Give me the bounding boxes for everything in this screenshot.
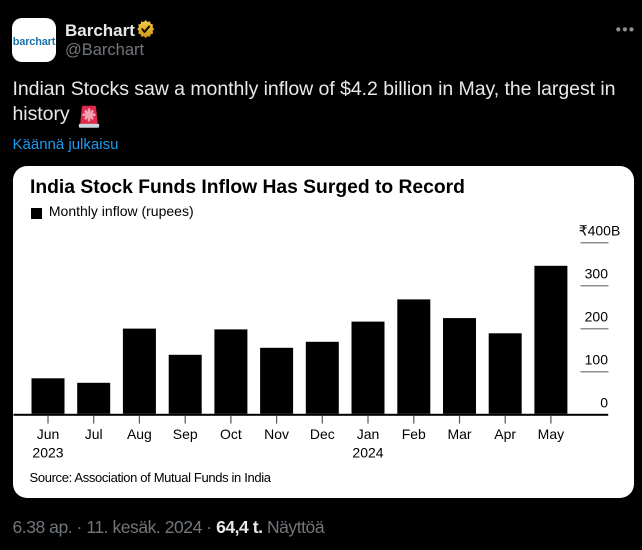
svg-text:Mar: Mar	[447, 426, 471, 442]
svg-text:₹400B: ₹400B	[578, 222, 620, 238]
svg-text:100: 100	[584, 351, 608, 367]
svg-text:0: 0	[600, 394, 608, 410]
svg-text:300: 300	[584, 265, 608, 281]
svg-text:Feb: Feb	[401, 426, 425, 442]
svg-text:200: 200	[584, 308, 608, 324]
svg-text:Nov: Nov	[264, 426, 289, 442]
svg-text:Jun: Jun	[36, 426, 59, 442]
svg-text:Oct: Oct	[220, 426, 242, 442]
svg-text:2024: 2024	[352, 445, 383, 461]
svg-text:Aug: Aug	[126, 426, 151, 442]
svg-text:Sep: Sep	[172, 426, 197, 442]
svg-text:Dec: Dec	[309, 426, 334, 442]
svg-text:Jul: Jul	[84, 426, 102, 442]
svg-text:Apr: Apr	[494, 426, 516, 442]
svg-text:May: May	[537, 426, 563, 442]
svg-text:Jan: Jan	[356, 426, 379, 442]
svg-text:2023: 2023	[32, 445, 63, 461]
